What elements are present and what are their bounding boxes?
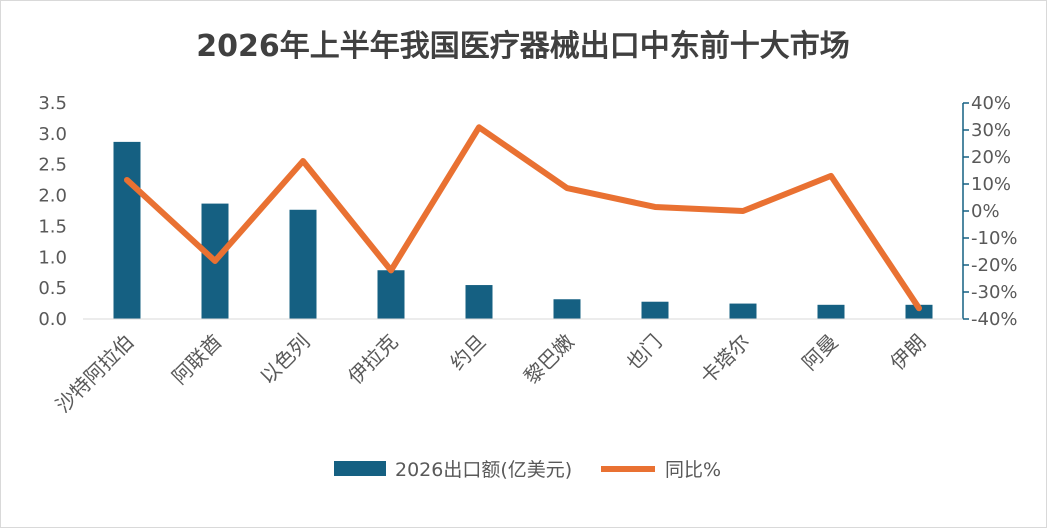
right-tick-label: -30%	[971, 282, 1018, 303]
category-label: 约旦	[445, 330, 490, 375]
legend: 2026出口额(亿美元) 同比%	[334, 459, 721, 481]
category-label: 以色列	[255, 330, 314, 389]
category-label: 伊拉克	[343, 330, 402, 389]
bar-6	[553, 299, 581, 319]
left-tick-label: 1.5	[38, 216, 67, 237]
right-tick-label: -20%	[971, 255, 1018, 276]
category-label: 卡塔尔	[695, 330, 754, 389]
right-tick-label: 40%	[971, 93, 1011, 114]
category-label: 沙特阿拉伯	[51, 330, 139, 418]
right-tick-label: 0%	[971, 201, 1000, 222]
bar-3	[289, 209, 317, 319]
category-label: 阿联酋	[167, 330, 226, 389]
category-label: 也门	[621, 330, 666, 375]
left-tick-label: 3.0	[38, 124, 67, 145]
left-tick-label: 0.0	[38, 309, 67, 330]
chart-title: 2026年上半年我国医疗器械出口中东前十大市场	[196, 29, 850, 64]
category-labels: 沙特阿拉伯 阿联酋 以色列 伊拉克 约旦 黎巴嫩 也门 卡塔尔 阿曼 伊朗	[51, 330, 931, 418]
bar-10	[905, 304, 933, 319]
left-tick-label: 2.0	[38, 186, 67, 207]
right-tick-label: 20%	[971, 147, 1011, 168]
right-tick-label: 10%	[971, 174, 1011, 195]
legend-line-label: 同比%	[665, 459, 721, 481]
bar-series	[83, 141, 963, 320]
left-tick-label: 0.5	[38, 278, 67, 299]
line-series	[124, 124, 922, 312]
category-label: 阿曼	[797, 330, 842, 375]
legend-bar-label: 2026出口额(亿美元)	[395, 459, 572, 481]
right-axis: -40% -30% -20% -10% 0% 10% 20% 30% 40%	[962, 93, 1018, 330]
left-tick-label: 2.5	[38, 155, 67, 176]
bar-5	[465, 285, 493, 319]
bar-4	[377, 270, 405, 319]
legend-bar-swatch	[334, 461, 386, 476]
left-axis: 0.0 0.5 1.0 1.5 2.0 2.5 3.0 3.5	[38, 93, 67, 330]
bar-7	[641, 301, 669, 319]
left-tick-label: 3.5	[38, 93, 67, 114]
bar-8	[729, 303, 757, 319]
right-tick-label: -40%	[971, 309, 1018, 330]
bar-1	[113, 141, 141, 319]
left-tick-label: 1.0	[38, 247, 67, 268]
right-tick-label: 30%	[971, 120, 1011, 141]
bar-9	[817, 304, 845, 319]
right-tick-label: -10%	[971, 228, 1018, 249]
category-label: 黎巴嫩	[519, 330, 578, 389]
yoy-line	[124, 124, 922, 312]
category-label: 伊朗	[885, 330, 930, 375]
